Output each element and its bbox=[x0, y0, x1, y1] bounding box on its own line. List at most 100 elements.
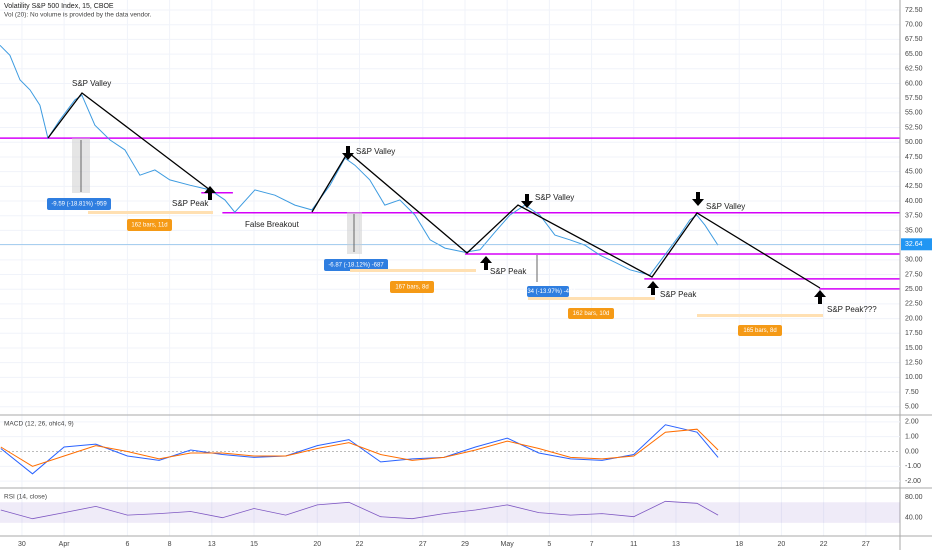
y-tick-label: 27.50 bbox=[905, 271, 923, 278]
annotation: S&P Valley bbox=[72, 79, 111, 88]
up-arrow bbox=[647, 281, 659, 295]
chart-subtitle: Vol (20): No volume is provided by the d… bbox=[4, 12, 152, 19]
y-tick-label: 40.00 bbox=[905, 198, 923, 205]
y-tick-label: 52.50 bbox=[905, 124, 923, 131]
y-tick-label: 1.00 bbox=[905, 434, 919, 441]
y-tick-label: 42.50 bbox=[905, 183, 923, 190]
measure-box bbox=[527, 286, 569, 297]
y-tick-label: 40.00 bbox=[905, 515, 923, 522]
y-tick-label: 70.00 bbox=[905, 22, 923, 29]
measure-bars: 162 bars, 10d bbox=[573, 311, 610, 317]
measure-span bbox=[697, 314, 823, 317]
trend-line bbox=[47, 92, 211, 191]
y-tick-label: 20.00 bbox=[905, 315, 923, 322]
y-tick-label: 10.00 bbox=[905, 374, 923, 381]
rsi-title: RSI (14, close) bbox=[4, 494, 47, 501]
x-tick-label: 22 bbox=[356, 541, 364, 548]
annotation: S&P Peak bbox=[172, 199, 209, 208]
y-tick-label: 62.50 bbox=[905, 66, 923, 73]
y-tick-label: 22.50 bbox=[905, 301, 923, 308]
measure-span bbox=[88, 211, 213, 214]
y-tick-label: 12.50 bbox=[905, 360, 923, 367]
x-tick-label: 20 bbox=[778, 541, 786, 548]
x-tick-label: 15 bbox=[250, 541, 258, 548]
annotations: S&P Valley S&P Peak False Breakout S&P V… bbox=[72, 79, 877, 314]
measurements: -9.59 (-18.81%) -959 162 bars, 11d -6.87… bbox=[47, 138, 823, 336]
y-tick-label: 57.50 bbox=[905, 95, 923, 102]
measure-box bbox=[324, 259, 388, 271]
y-tick-label: 5.00 bbox=[905, 404, 919, 411]
measure-box bbox=[47, 198, 111, 210]
macd-line bbox=[0, 424, 719, 475]
x-tick-label: May bbox=[501, 541, 515, 548]
y-tick-label: 37.50 bbox=[905, 213, 923, 220]
y-tick-label: 25.00 bbox=[905, 286, 923, 293]
y-tick-label: 35.00 bbox=[905, 227, 923, 234]
y-tick-label: 72.50 bbox=[905, 7, 923, 14]
annotation: S&P Valley bbox=[706, 202, 745, 211]
y-tick-label: -2.00 bbox=[905, 478, 921, 485]
x-tick-label: 5 bbox=[547, 541, 551, 548]
macd-pane bbox=[0, 421, 900, 482]
x-tick-label: 30 bbox=[18, 541, 26, 548]
measure-change: -9.59 (-18.81%) -959 bbox=[51, 202, 107, 208]
y-tick-label: -1.00 bbox=[905, 463, 921, 470]
measure-span bbox=[350, 269, 476, 272]
axes: 72.5070.0067.5065.0062.5060.0057.5055.00… bbox=[18, 7, 932, 548]
down-arrow bbox=[342, 146, 354, 160]
y-tick-label: 67.50 bbox=[905, 36, 923, 43]
x-tick-label: 29 bbox=[461, 541, 469, 548]
measure-box bbox=[390, 281, 434, 293]
y-tick-label: 30.00 bbox=[905, 257, 923, 264]
macd-line bbox=[0, 428, 719, 467]
x-tick-label: 11 bbox=[630, 541, 637, 548]
x-tick-label: 22 bbox=[820, 541, 828, 548]
price-pane bbox=[0, 44, 900, 276]
measure-change: -4.34 (-13.97%) -434 bbox=[520, 289, 576, 295]
up-arrow bbox=[480, 256, 492, 270]
measure-bars: 165 bars, 8d bbox=[743, 328, 776, 334]
x-tick-label: 18 bbox=[735, 541, 743, 548]
trend-arrows bbox=[47, 92, 826, 304]
y-tick-label: 0.00 bbox=[905, 448, 919, 455]
measure-box bbox=[568, 308, 614, 319]
chart-title: Volatility S&P 500 Index, 15, CBOE bbox=[4, 3, 114, 10]
x-tick-label: 8 bbox=[168, 541, 172, 548]
x-tick-label: 27 bbox=[419, 541, 427, 548]
measure-bars: 167 bars, 8d bbox=[395, 285, 428, 291]
up-arrow bbox=[204, 186, 216, 200]
measure-bars: 162 bars, 11d bbox=[131, 223, 167, 229]
measure-change: -6.87 (-18.12%) -687 bbox=[328, 263, 384, 269]
y-tick-label: 7.50 bbox=[905, 389, 919, 396]
x-tick-label: 6 bbox=[125, 541, 129, 548]
measure-box bbox=[127, 219, 172, 231]
y-tick-label: 60.00 bbox=[905, 80, 923, 87]
annotation: S&P Peak bbox=[490, 267, 527, 276]
y-tick-label: 55.00 bbox=[905, 110, 923, 117]
last-price-label: 32.64 bbox=[905, 241, 923, 248]
x-tick-label: 13 bbox=[672, 541, 680, 548]
macd-title: MACD (12, 26, ohlc4, 9) bbox=[4, 421, 74, 428]
annotation: S&P Valley bbox=[535, 193, 574, 202]
y-tick-label: 80.00 bbox=[905, 494, 923, 501]
x-tick-label: Apr bbox=[59, 541, 71, 548]
y-tick-label: 2.00 bbox=[905, 419, 919, 426]
annotation: S&P Peak bbox=[660, 290, 697, 299]
annotation: False Breakout bbox=[245, 220, 300, 229]
rsi-line bbox=[0, 500, 719, 520]
down-arrow bbox=[521, 194, 533, 208]
y-tick-label: 65.00 bbox=[905, 51, 923, 58]
measure-span bbox=[528, 297, 655, 300]
last-price-box bbox=[901, 238, 932, 251]
y-tick-label: 15.00 bbox=[905, 345, 923, 352]
y-tick-label: 50.00 bbox=[905, 139, 923, 146]
rsi-pane bbox=[0, 500, 900, 523]
levels bbox=[0, 137, 900, 290]
y-tick-label: 47.50 bbox=[905, 154, 923, 161]
measure-box bbox=[738, 325, 782, 336]
x-tick-label: 7 bbox=[590, 541, 594, 548]
up-arrow bbox=[814, 290, 826, 304]
y-tick-label: 45.00 bbox=[905, 168, 923, 175]
annotation: S&P Peak??? bbox=[827, 305, 877, 314]
